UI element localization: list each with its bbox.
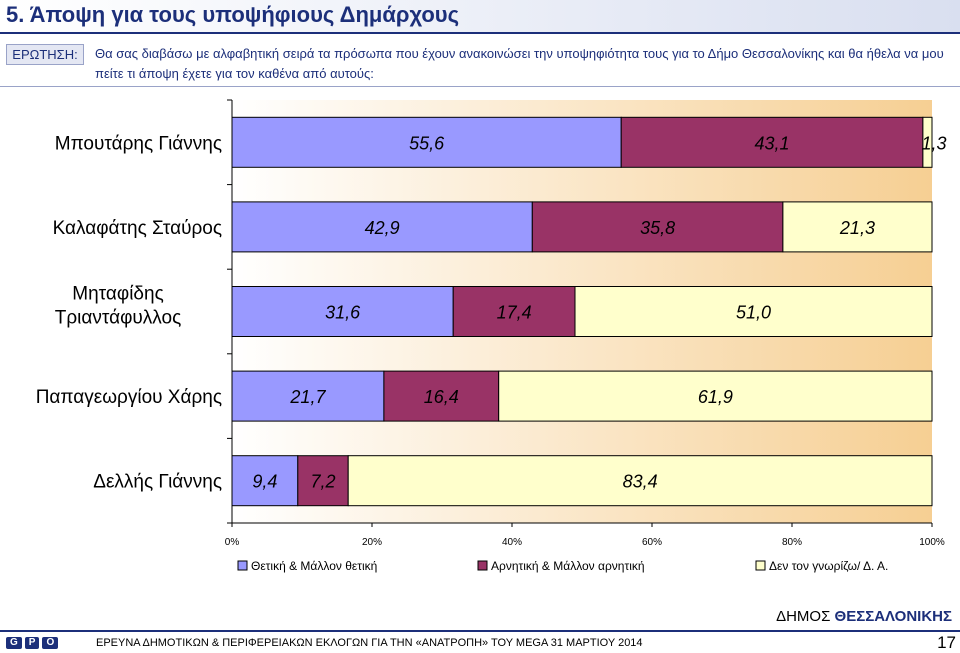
bar-segment bbox=[531, 201, 784, 253]
data-label: 42,9 bbox=[365, 218, 400, 238]
data-label: 16,4 bbox=[424, 387, 459, 407]
page-number: 17 bbox=[937, 633, 956, 652]
category-label: Μηταφίδης Τριαντάφυλλος bbox=[55, 284, 182, 329]
brand-label: ΔΗΜΟΣ ΘΕΣΣΑΛΟΝΙΚΗΣ bbox=[776, 608, 952, 625]
data-label: 31,6 bbox=[325, 303, 361, 323]
legend-label: Αρνητική & Μάλλον αρνητική bbox=[491, 559, 645, 573]
legend-swatch bbox=[237, 560, 248, 571]
data-label: 9,4 bbox=[252, 472, 277, 492]
x-tick-label: 60% bbox=[642, 537, 662, 548]
question-text: Θα σας διαβάσω με αλφαβητική σειρά τα πρ… bbox=[95, 46, 944, 81]
title-bar: 5. Άποψη για τους υποψήφιους Δημάρχους bbox=[0, 0, 960, 34]
x-tick-label: 40% bbox=[502, 537, 522, 548]
category-label: Δελλής Γιάννης bbox=[93, 472, 222, 493]
bar-segment bbox=[620, 116, 924, 168]
data-label: 21,3 bbox=[839, 218, 875, 238]
question-box bbox=[0, 36, 960, 87]
question-label: ΕΡΩΤΗΣΗ: bbox=[6, 44, 84, 65]
bar-segment bbox=[347, 455, 933, 507]
logo-letter-g: G bbox=[6, 637, 22, 649]
legend-label: Θετική & Μάλλον θετική bbox=[251, 559, 377, 573]
data-label: 7,2 bbox=[310, 472, 335, 492]
bar-segment bbox=[452, 286, 576, 337]
category-label-line: Μηταφίδης bbox=[72, 284, 163, 305]
data-label: 21,7 bbox=[289, 387, 326, 407]
legend-label: Δεν τον γνωρίζω/ Δ. Α. bbox=[769, 559, 888, 573]
gpo-logo: G P O bbox=[6, 637, 59, 649]
page-title: 5. Άποψη για τους υποψήφιους Δημάρχους bbox=[6, 2, 460, 27]
category-label: Μπουτάρης Γιάννης bbox=[55, 133, 222, 154]
data-label: 51,0 bbox=[736, 303, 771, 323]
category-label-line: Τριαντάφυλλος bbox=[55, 308, 182, 329]
data-label: 83,4 bbox=[623, 472, 658, 492]
brand-prefix: ΔΗΜΟΣ bbox=[776, 608, 835, 625]
x-tick-label: 0% bbox=[225, 537, 240, 548]
data-label: 55,6 bbox=[409, 133, 445, 153]
legend-swatch bbox=[755, 560, 766, 571]
data-label: 1,3 bbox=[921, 133, 946, 153]
bar-segment bbox=[383, 370, 500, 422]
logo-letter-o: O bbox=[42, 637, 59, 649]
bar-segment bbox=[231, 286, 454, 337]
footer-text: ΕΡΕΥΝΑ ΔΗΜΟΤΙΚΩΝ & ΠΕΡΙΦΕΡΕΙΑΚΩΝ ΕΚΛΟΓΩΝ… bbox=[96, 637, 643, 649]
x-tick-label: 80% bbox=[782, 537, 802, 548]
bar-segment bbox=[574, 286, 933, 337]
bar-segment bbox=[297, 455, 349, 507]
data-label: 17,4 bbox=[497, 303, 532, 323]
bar-segment bbox=[231, 201, 533, 253]
data-label: 61,9 bbox=[698, 387, 733, 407]
x-tick-label: 100% bbox=[919, 537, 945, 548]
category-label: Παπαγεωργίου Χάρης bbox=[36, 387, 222, 408]
data-label: 35,8 bbox=[640, 218, 675, 238]
bar-segment bbox=[231, 116, 622, 168]
data-label: 43,1 bbox=[755, 133, 790, 153]
bar-segment bbox=[498, 370, 933, 422]
bar-segment bbox=[782, 201, 933, 253]
footer-divider bbox=[0, 630, 960, 632]
bar-segment bbox=[922, 116, 933, 168]
stacked-bar-chart: Μπουτάρης Γιάννης 55,6 43,1 1,3 Καλαφάτης Στ… bbox=[36, 99, 947, 573]
x-tick-label: 20% bbox=[362, 537, 382, 548]
bar-segment bbox=[231, 370, 385, 422]
legend-swatch bbox=[477, 560, 488, 571]
category-label: Καλαφάτης Σταύρος bbox=[53, 218, 222, 239]
logo-letter-p: P bbox=[24, 637, 40, 649]
brand-city: ΘΕΣΣΑΛΟΝΙΚΗΣ bbox=[834, 608, 952, 625]
